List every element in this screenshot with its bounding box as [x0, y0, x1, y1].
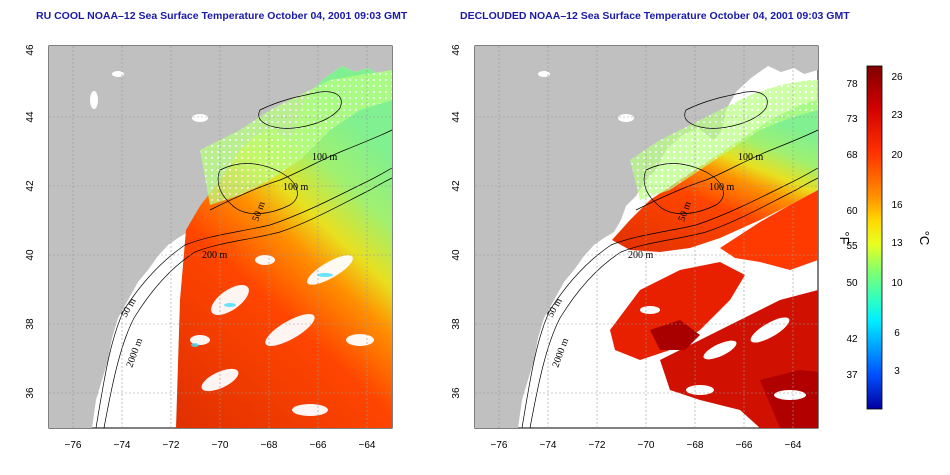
right-lat-tick: 46	[451, 44, 462, 56]
right-sst-south-patches	[610, 190, 818, 428]
right-lat-axis: 46 44 42 40 38 36	[451, 44, 462, 399]
fahrenheit-unit-label: °F	[837, 231, 852, 244]
right-lat-tick: 36	[451, 387, 462, 399]
celsius-tick: 13	[891, 238, 903, 249]
fahrenheit-tick: 60	[846, 206, 858, 217]
fahrenheit-tick: 68	[846, 150, 858, 161]
right-bathymetry-contours	[521, 91, 819, 429]
left-lat-tick: 42	[25, 180, 36, 192]
left-map-title: RU COOL NOAA–12 Sea Surface Temperature …	[36, 10, 408, 22]
right-lon-tick: −66	[736, 440, 753, 451]
left-lon-tick: −68	[261, 440, 278, 451]
right-lon-tick: −70	[638, 440, 655, 451]
left-lon-tick: −70	[212, 440, 229, 451]
fahrenheit-tick: 37	[846, 370, 858, 381]
colorbar-gradient	[866, 65, 883, 410]
left-lon-tick: −74	[114, 440, 131, 451]
right-lon-tick: −64	[785, 440, 802, 451]
celsius-tick: 10	[891, 278, 903, 289]
left-sst-field	[176, 66, 392, 428]
left-lon-tick: −72	[163, 440, 180, 451]
fahrenheit-tick: 50	[846, 278, 858, 289]
left-land	[49, 46, 392, 428]
right-lon-tick: −72	[589, 440, 606, 451]
right-land	[475, 46, 818, 428]
left-lat-axis: 46 44 42 40 38 36	[25, 44, 36, 399]
right-map: 100 m 100 m 50 m 200 m 50 m 2000 m 46 44…	[451, 44, 819, 451]
fahrenheit-tick: 55	[846, 241, 858, 252]
celsius-tick: 26	[891, 72, 903, 83]
right-lon-tick: −74	[540, 440, 557, 451]
left-lat-tick: 44	[25, 111, 36, 123]
celsius-tick: 23	[891, 110, 903, 121]
left-map: 100 m 100 m 50 m 200 m 50 m 2000 m 46 44…	[25, 44, 393, 451]
left-lat-tick: 46	[25, 44, 36, 56]
celsius-unit-label: °C	[917, 231, 932, 246]
celsius-tick: 20	[891, 150, 903, 161]
right-lat-tick: 42	[451, 180, 462, 192]
left-lat-tick: 36	[25, 387, 36, 399]
left-lat-tick: 40	[25, 249, 36, 261]
right-contour-label-100m-b: 100 m	[709, 182, 735, 193]
right-lat-tick: 38	[451, 318, 462, 330]
right-contour-label-200m: 200 m	[628, 250, 654, 261]
right-grid	[475, 46, 818, 428]
celsius-tick: 16	[891, 200, 903, 211]
right-lon-tick: −76	[491, 440, 508, 451]
right-lat-tick: 40	[451, 249, 462, 261]
left-contour-label-200m: 200 m	[202, 250, 228, 261]
right-lon-axis: −76 −74 −72 −70 −68 −66 −64	[491, 440, 802, 451]
left-contour-label-100m-b: 100 m	[283, 182, 309, 193]
celsius-tick: 3	[894, 366, 900, 377]
left-lon-tick: −64	[359, 440, 376, 451]
right-lat-tick: 44	[451, 111, 462, 123]
fahrenheit-tick: 73	[846, 114, 858, 125]
colorbar-fahrenheit-scale: 78 73 68 60 55 50 42 37	[846, 79, 858, 381]
colorbar-celsius-scale: 26 23 20 16 13 10 6 3	[891, 72, 903, 377]
fahrenheit-tick: 42	[846, 334, 858, 345]
celsius-tick: 6	[894, 328, 900, 339]
fahrenheit-tick: 78	[846, 79, 858, 90]
right-map-title: DECLOUDED NOAA–12 Sea Surface Temperatur…	[460, 10, 850, 22]
left-bathymetry-contours	[95, 91, 393, 429]
left-lon-tick: −76	[65, 440, 82, 451]
left-lon-axis: −76 −74 −72 −70 −68 −66 −64	[65, 440, 376, 451]
left-lat-tick: 38	[25, 318, 36, 330]
right-lon-tick: −68	[687, 440, 704, 451]
left-contour-label-100m-a: 100 m	[312, 152, 338, 163]
colorbar: 78 73 68 60 55 50 42 37 26 23 20 16 13 1…	[837, 65, 932, 410]
left-lon-tick: −66	[310, 440, 327, 451]
right-contour-label-100m-a: 100 m	[738, 152, 764, 163]
left-grid	[49, 46, 392, 428]
